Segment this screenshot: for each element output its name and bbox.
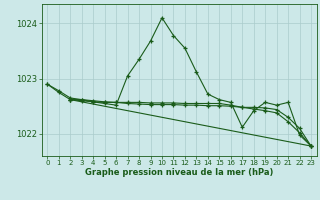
X-axis label: Graphe pression niveau de la mer (hPa): Graphe pression niveau de la mer (hPa): [85, 168, 273, 177]
